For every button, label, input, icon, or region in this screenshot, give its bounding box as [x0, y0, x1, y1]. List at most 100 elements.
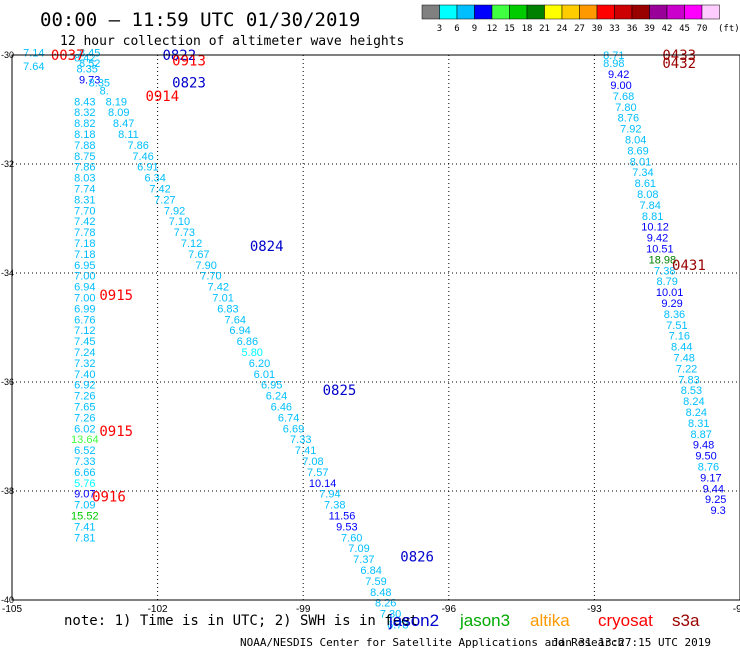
wave-height-value: 7.41: [74, 521, 95, 533]
wave-height-value: 9.50: [695, 451, 716, 463]
y-tick-label: -38: [1, 486, 14, 496]
colorbar-swatch: [526, 4, 545, 20]
wave-height-value: 6.02: [74, 423, 95, 435]
time-label: 0823: [172, 75, 206, 91]
wave-height-value: 6.99: [74, 303, 95, 315]
wave-height-value: 7.42: [74, 216, 95, 228]
wave-height-value: 8.98: [603, 58, 624, 70]
wave-height-value: 6.34: [144, 173, 165, 185]
wave-height-value: 7.00: [74, 271, 95, 283]
wave-height-value: 10.14: [309, 478, 337, 490]
wave-height-value: 6.20: [249, 358, 270, 370]
colorbar-swatch: [509, 4, 528, 20]
time-labels: 0822 0823 0824 0825 0826 0037 0913 0914 0915 0915…: [51, 48, 706, 565]
colorbar-swatch: [421, 4, 440, 20]
wave-height-value: 7.24: [74, 347, 95, 359]
wave-height-value: 7.94: [319, 489, 340, 501]
wave-height-value: 8.43: [74, 96, 95, 108]
chart-title: 00:00 – 11:59 UTC 01/30/2019: [40, 9, 360, 31]
time-label: 0915: [99, 424, 133, 440]
wave-height-value: 10.51: [646, 243, 674, 255]
wave-height-value: 7.01: [212, 293, 233, 305]
colorbar-swatch: [561, 4, 580, 20]
wave-height-value: 6.95: [74, 260, 95, 272]
wave-height-value: 8.11: [118, 129, 139, 141]
wave-height-value: 7.80: [615, 102, 636, 114]
colorbar-label: 15: [504, 24, 515, 34]
wave-height-value: 9.00: [610, 80, 631, 92]
wave-height-value: 7.86: [74, 162, 95, 174]
wave-height-value: 7.12: [181, 238, 202, 250]
wave-height-value: 7.33: [74, 456, 95, 468]
wave-height-value: 8.79: [656, 276, 677, 288]
time-label: 0824: [250, 239, 284, 255]
wave-height-value: 7.40: [74, 369, 95, 381]
wave-height-value: 6.84: [360, 565, 381, 577]
wave-height-value: 11.56: [329, 511, 356, 523]
wave-height-value: 7.26: [74, 391, 95, 403]
time-label: 0037: [51, 48, 85, 64]
y-tick-label: -32: [1, 159, 14, 169]
wave-height-value: 9.42: [647, 233, 668, 245]
wave-height-value: 7.59: [365, 576, 386, 588]
wave-height-value: 8.31: [688, 418, 709, 430]
wave-height-value: 9.25: [705, 494, 726, 506]
colorbar-label: 39: [644, 24, 655, 34]
colorbar-label: 45: [679, 24, 690, 34]
wave-height-value: 7.42: [208, 282, 229, 294]
colorbar-swatch: [596, 4, 615, 20]
time-label: 0822: [162, 48, 196, 64]
colorbar-label: 3: [437, 24, 442, 34]
wave-height-value: 6.76: [74, 314, 95, 326]
time-label: 0914: [145, 89, 179, 105]
wave-height-value: 8.69: [627, 145, 648, 157]
colorbar-swatch: [666, 4, 685, 20]
colorbar-label: 21: [539, 24, 550, 34]
wave-height-value: 7.00: [74, 293, 95, 305]
wave-height-value: 8.18: [74, 129, 95, 141]
wave-height-value: 7.16: [669, 331, 690, 343]
colorbar-swatch: [649, 4, 668, 20]
wave-height-value: 7.70: [200, 271, 221, 283]
wave-height-value: 7.70: [74, 205, 95, 217]
wave-height-value: 9.3: [711, 505, 726, 517]
wave-height-value: 7.27: [154, 194, 175, 206]
footer-note: note: 1) Time is in UTC; 2) SWH is in fe…: [64, 613, 418, 629]
wave-height-value: 7.26: [74, 412, 95, 424]
colorbar-swatch: [614, 4, 633, 20]
wave-height-value: 8.35: [89, 77, 110, 89]
wave-height-value: 7.45: [74, 336, 95, 348]
wave-height-value: 9.07: [74, 489, 95, 501]
wave-height-value: 7.18: [74, 238, 95, 250]
time-label: 0825: [323, 383, 357, 399]
wave-height-value: 6.69: [283, 423, 304, 435]
series-legend: jason2 jason3 altika cryosat s3a: [388, 611, 700, 630]
wave-height-value: 8.44: [671, 342, 692, 354]
wave-height-value: 8.36: [664, 309, 685, 321]
colorbar-swatch: [439, 4, 458, 20]
colorbar-label: 30: [592, 24, 603, 34]
wave-height-value: 8.09: [108, 107, 129, 119]
wave-height-value: 8.76: [698, 461, 719, 473]
footer-timestamp: Jan 31 13:27:15 UTC 2019: [552, 636, 711, 649]
wave-height-value: 8.76: [618, 113, 639, 125]
wave-height-value: 7.38: [324, 500, 345, 512]
wave-height-value: 5.76: [74, 478, 95, 490]
wave-height-value: 7.32: [74, 358, 95, 370]
wave-height-value: 7.81: [74, 532, 95, 544]
wave-height-value: 8.48: [370, 587, 391, 599]
wave-height-value: 8.87: [690, 429, 711, 441]
legend-jason2: jason2: [388, 611, 439, 630]
wave-height-value: 7.57: [307, 467, 328, 479]
wave-height-value: 8.03: [74, 173, 95, 185]
wave-height-value: 8.01: [630, 156, 651, 168]
colorbar-swatch: [684, 4, 703, 20]
wave-height-value: 6.46: [271, 402, 292, 414]
colorbar-swatch: [474, 4, 493, 20]
colorbar-swatch: [456, 4, 475, 20]
wave-height-value: 7.51: [666, 320, 687, 332]
wave-height-value: 8.08: [637, 189, 658, 201]
y-tick-label: -34: [1, 268, 14, 278]
y-tick-label: -40: [1, 595, 14, 605]
